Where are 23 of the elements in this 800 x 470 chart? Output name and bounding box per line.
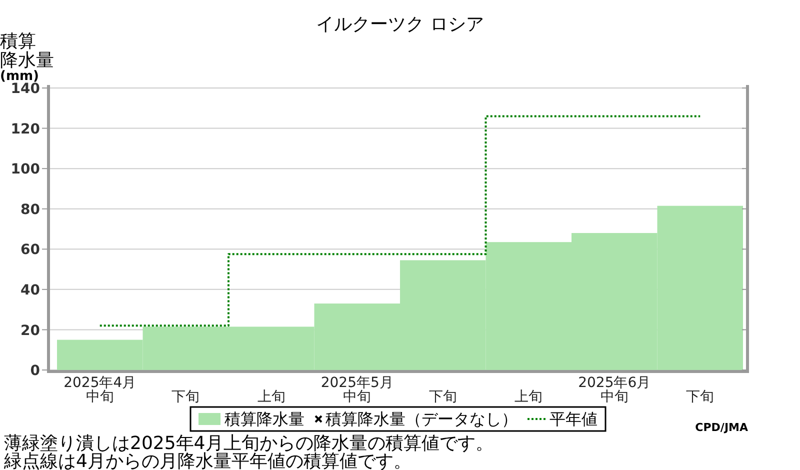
x-tick-label: 上旬 [257,389,286,405]
y-tick-label: 120 [10,121,40,138]
x-tick-label: 下旬 [172,389,200,405]
x-tick-label: 下旬 [686,389,714,405]
x-tick-label: 下旬 [428,389,457,405]
y-tick-label: 60 [20,242,40,258]
ylabel: 積算降水量(mm) [0,31,54,84]
y-tick-label: 40 [20,282,40,299]
legend-label: 平年値 [550,410,598,428]
x-tick-label: 2025年6月中旬 [578,375,651,405]
x-tick-label: 上旬 [514,389,543,405]
legend-label: 積算降水量 [224,410,304,428]
x-tick-label: 2025年4月中旬 [64,375,136,405]
annotation: 緑点線は4月からの月降水量平年値の積算値です。 [4,451,412,470]
y-tick-label: 100 [10,162,40,178]
y-tick-label: 0 [30,363,40,380]
x-tick-label: 2025年5月中旬 [320,375,394,405]
y-tick-label: 140 [10,81,40,98]
y-tick-label: 80 [20,202,40,218]
legend-label: 積算降水量（データなし） [326,410,518,428]
annotation: CPD/JMA [695,421,748,434]
title: イルクーツク ロシア [316,14,484,35]
y-tick-label: 20 [20,322,40,339]
